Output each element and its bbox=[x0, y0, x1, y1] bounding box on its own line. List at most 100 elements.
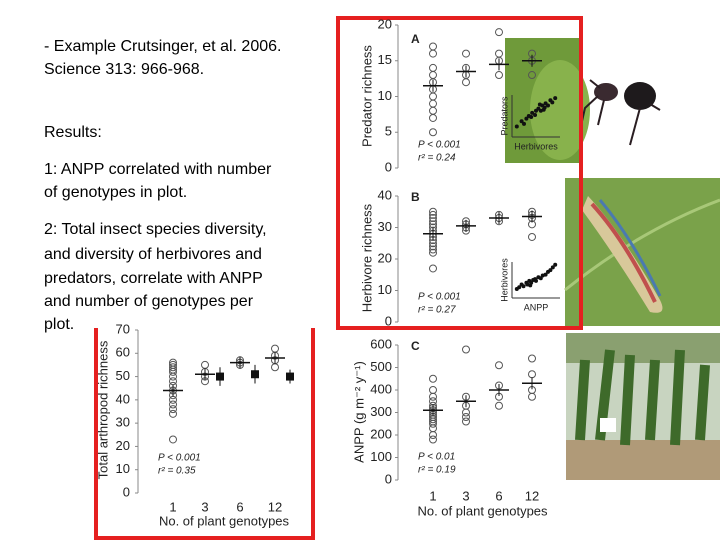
data-point bbox=[528, 354, 536, 363]
data-point bbox=[462, 413, 470, 421]
slide-text: of genotypes in plot. bbox=[44, 184, 187, 201]
x-tick-label: 6 bbox=[236, 499, 243, 514]
highlight-box bbox=[336, 16, 583, 330]
panel-letter: C bbox=[411, 339, 420, 353]
inset-point bbox=[528, 283, 533, 288]
stat-p: P < 0.001 bbox=[418, 292, 461, 303]
inset-point bbox=[537, 102, 542, 107]
mean-square bbox=[251, 370, 259, 379]
data-point bbox=[462, 417, 470, 426]
data-point bbox=[169, 372, 177, 381]
stat-p: P < 0.01 bbox=[418, 452, 455, 463]
slide-text: Results: bbox=[44, 124, 102, 141]
y-tick-label: 500 bbox=[370, 359, 392, 374]
y-tick-label: 20 bbox=[378, 250, 392, 265]
plot-photo bbox=[566, 333, 720, 480]
x-tick-label: 3 bbox=[462, 488, 469, 503]
inset-point bbox=[550, 265, 555, 270]
data-point bbox=[462, 49, 470, 58]
slide-text: Science 313: 966-968. bbox=[44, 61, 204, 78]
stat-r2: r² = 0.27 bbox=[418, 305, 456, 316]
data-point bbox=[495, 71, 503, 80]
data-point bbox=[528, 392, 536, 401]
y-axis-label: ANPP (g m⁻² y⁻¹) bbox=[351, 361, 366, 463]
y-tick-label: 30 bbox=[378, 219, 392, 234]
y-axis-label: Herbivore richness bbox=[359, 203, 374, 312]
y-tick-label: 15 bbox=[378, 52, 392, 67]
data-point bbox=[169, 435, 177, 444]
inset-point bbox=[548, 268, 553, 273]
y-tick-label: 0 bbox=[385, 313, 392, 328]
data-point bbox=[429, 374, 437, 383]
data-point bbox=[429, 214, 437, 223]
y-tick-label: 5 bbox=[385, 124, 392, 139]
y-tick-label: 50 bbox=[116, 368, 130, 383]
mean-square bbox=[286, 372, 294, 381]
y-axis-label: Predator richness bbox=[359, 45, 374, 147]
y-tick-label: 10 bbox=[378, 88, 392, 103]
data-point bbox=[169, 405, 177, 414]
data-point bbox=[429, 210, 437, 219]
inset-point bbox=[530, 110, 535, 115]
y-axis-label: Total arthropod richness bbox=[95, 340, 110, 479]
stat-r2: r² = 0.35 bbox=[158, 466, 196, 477]
y-tick-label: 100 bbox=[370, 449, 392, 464]
data-point bbox=[528, 71, 536, 80]
slide-text: 1: ANPP correlated with number bbox=[44, 161, 272, 178]
data-point bbox=[528, 232, 536, 241]
data-point bbox=[429, 242, 437, 251]
inset-point bbox=[519, 119, 524, 124]
data-point bbox=[429, 431, 437, 439]
inset-point bbox=[541, 107, 546, 112]
y-tick-label: 60 bbox=[116, 345, 130, 360]
data-point bbox=[429, 245, 437, 254]
stat-r2: r² = 0.19 bbox=[418, 465, 456, 476]
y-tick-label: 20 bbox=[378, 16, 392, 31]
slide-text: plot. bbox=[44, 316, 74, 333]
inset-point bbox=[534, 278, 538, 283]
y-tick-label: 20 bbox=[116, 438, 130, 453]
data-point bbox=[429, 248, 437, 257]
y-tick-label: 10 bbox=[378, 282, 392, 297]
y-tick-label: 40 bbox=[378, 187, 392, 202]
x-tick-label: 1 bbox=[169, 499, 176, 514]
data-point bbox=[169, 363, 177, 372]
y-tick-label: 0 bbox=[385, 471, 392, 486]
data-point bbox=[429, 128, 437, 137]
inset-point bbox=[553, 262, 558, 267]
inset-x-label: ANPP bbox=[524, 302, 549, 312]
text-backdrop bbox=[42, 30, 332, 328]
inset-y-label: Herbivores bbox=[499, 258, 509, 302]
y-tick-label: 0 bbox=[123, 484, 130, 499]
leafhopper-photo bbox=[564, 178, 720, 326]
slide-text: - Example Crutsinger, et al. 2006. bbox=[44, 38, 281, 55]
panel-letter: B bbox=[411, 190, 420, 204]
inset-point bbox=[521, 284, 526, 289]
spider-photo bbox=[505, 38, 661, 163]
y-tick-label: 30 bbox=[116, 415, 130, 430]
stat-p: P < 0.001 bbox=[418, 140, 461, 151]
inset-point bbox=[546, 103, 550, 108]
data-point bbox=[429, 419, 437, 428]
x-tick-label: 12 bbox=[268, 499, 282, 514]
data-point bbox=[429, 207, 437, 216]
inset-point bbox=[533, 112, 538, 117]
slide-text: 2: Total insect species diversity, bbox=[44, 221, 267, 238]
data-point bbox=[462, 345, 470, 354]
data-point bbox=[429, 435, 437, 444]
data-point bbox=[462, 408, 470, 417]
y-tick-label: 70 bbox=[116, 321, 130, 336]
inset-point bbox=[522, 121, 526, 126]
data-point bbox=[495, 361, 503, 370]
data-point bbox=[429, 49, 437, 58]
data-point bbox=[429, 217, 437, 226]
stat-r2: r² = 0.24 bbox=[418, 153, 456, 164]
x-tick-label: 3 bbox=[201, 499, 208, 514]
inset-point bbox=[543, 272, 548, 277]
data-point bbox=[462, 78, 470, 87]
stat-p: P < 0.001 bbox=[158, 453, 201, 464]
x-tick-label: 1 bbox=[429, 488, 436, 503]
panel-letter: A bbox=[411, 32, 420, 46]
y-tick-label: 10 bbox=[116, 461, 130, 476]
